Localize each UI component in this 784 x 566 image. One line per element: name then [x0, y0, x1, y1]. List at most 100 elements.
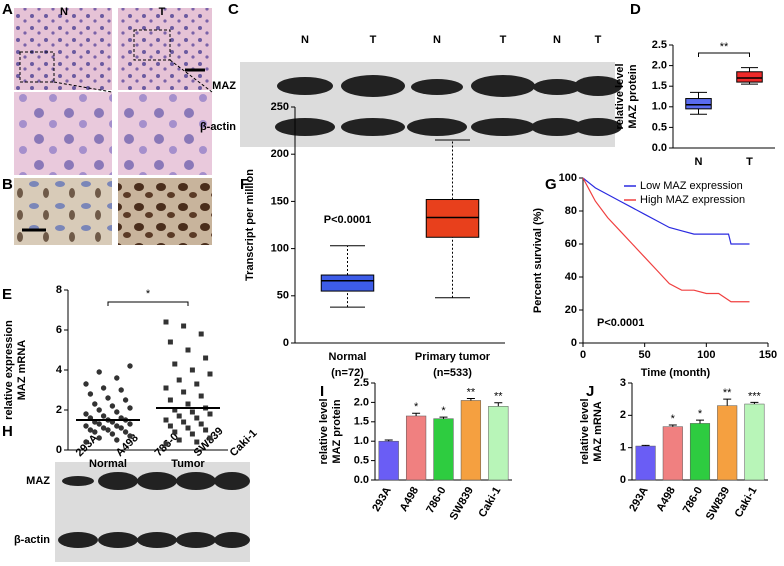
y-axis-label: relative expression [3, 320, 15, 420]
y-tick-label: 150 [271, 195, 289, 207]
bar [378, 440, 399, 481]
point [198, 393, 204, 399]
annotation: P<0.0001 [597, 317, 644, 329]
y-axis-label: MAZ mRNA [592, 401, 604, 462]
row-label: MAZ [212, 80, 236, 92]
y-tick-label: 4 [56, 364, 63, 376]
point [122, 429, 129, 435]
y-tick-label: 6 [56, 324, 62, 336]
bar [433, 418, 454, 481]
point [114, 375, 120, 381]
error-bar [668, 424, 677, 427]
x-tick-label: 100 [697, 349, 715, 361]
point [189, 367, 195, 373]
y-axis-label: MAZ protein [331, 399, 343, 463]
y-tick-label: 100 [559, 172, 577, 184]
y-tick-label: 0 [571, 337, 577, 349]
x-tick-label: Normal [329, 351, 367, 363]
point [83, 423, 89, 429]
point [172, 361, 178, 367]
lane-label: Caki-1 [228, 427, 260, 459]
point [100, 413, 107, 419]
lane-label: A498 [114, 432, 141, 459]
panel-letter: B [2, 176, 13, 193]
lane-label: T [500, 34, 507, 46]
annotation: * [146, 288, 151, 300]
group-label: T [159, 6, 166, 18]
box [425, 199, 480, 238]
point [127, 433, 133, 439]
error-bar [641, 444, 650, 447]
y-tick-label: 2.0 [354, 396, 369, 408]
point [87, 427, 94, 433]
lane-label: 293A [74, 432, 101, 459]
annotation: *** [748, 390, 762, 402]
error-bar [723, 398, 732, 406]
box [736, 71, 763, 83]
point [96, 407, 102, 413]
panel-letter: G [545, 176, 557, 193]
point [198, 331, 204, 337]
point [207, 371, 213, 377]
point [185, 347, 191, 353]
bar [488, 406, 509, 481]
point [189, 409, 195, 415]
x-tick-label: A498 [654, 485, 678, 514]
annotation: ** [494, 391, 503, 403]
point [83, 381, 89, 387]
x-tick-label: T [746, 156, 753, 168]
point [100, 425, 107, 431]
y-tick-label: 3 [620, 377, 626, 389]
y-axis-label: relative level [318, 398, 330, 464]
point [207, 435, 213, 441]
point [100, 385, 107, 391]
y-tick-label: 8 [56, 284, 62, 296]
y-axis-label: Transcript per million [244, 169, 256, 281]
point [172, 429, 178, 435]
point [122, 397, 129, 403]
point [105, 427, 111, 433]
row-label: β-actin [14, 534, 50, 546]
x-tick-label: 293A [370, 485, 394, 514]
point [118, 425, 124, 431]
point [114, 409, 120, 415]
y-tick-label: 2 [620, 409, 626, 421]
lane-label: N [301, 34, 309, 46]
annotation: * [441, 405, 446, 417]
point [176, 377, 182, 383]
y-axis-label: MAZ mRNA [16, 340, 28, 401]
y-tick-label: 0 [56, 444, 62, 456]
y-tick-label: 1.5 [354, 416, 369, 428]
point [96, 421, 102, 427]
y-axis-label: Percent survival (%) [532, 208, 544, 313]
point [181, 419, 187, 425]
survival-line [582, 177, 750, 303]
x-tick-label: Normal [89, 458, 127, 470]
x-tick-label: 786-0 [424, 485, 448, 515]
y-tick-label: 200 [271, 148, 289, 160]
error-bar [466, 398, 475, 401]
point [203, 427, 209, 433]
lane-label: T [370, 34, 377, 46]
group-label: N [60, 6, 68, 18]
annotation: ** [723, 387, 732, 399]
annotation: ** [467, 386, 476, 398]
x-tick-label: Caki-1 [733, 485, 760, 520]
error-bar [412, 412, 421, 416]
x-tick-label: 50 [639, 349, 651, 361]
error-bar [494, 402, 503, 407]
y-tick-label: 60 [565, 238, 577, 250]
y-tick-label: 1.0 [354, 435, 369, 447]
y-tick-label: 0 [283, 337, 289, 349]
annotation: * [671, 413, 676, 425]
y-tick-label: 0.5 [652, 121, 667, 133]
x-tick-label: N [695, 156, 703, 168]
panel-letter: E [2, 286, 12, 303]
point [109, 431, 116, 437]
y-tick-label: 2.5 [652, 39, 667, 51]
x-tick-label: Tumor [171, 458, 205, 470]
bar [662, 426, 683, 481]
bracket [698, 52, 750, 57]
y-tick-label: 1.5 [652, 80, 667, 92]
lane-label: N [553, 34, 561, 46]
